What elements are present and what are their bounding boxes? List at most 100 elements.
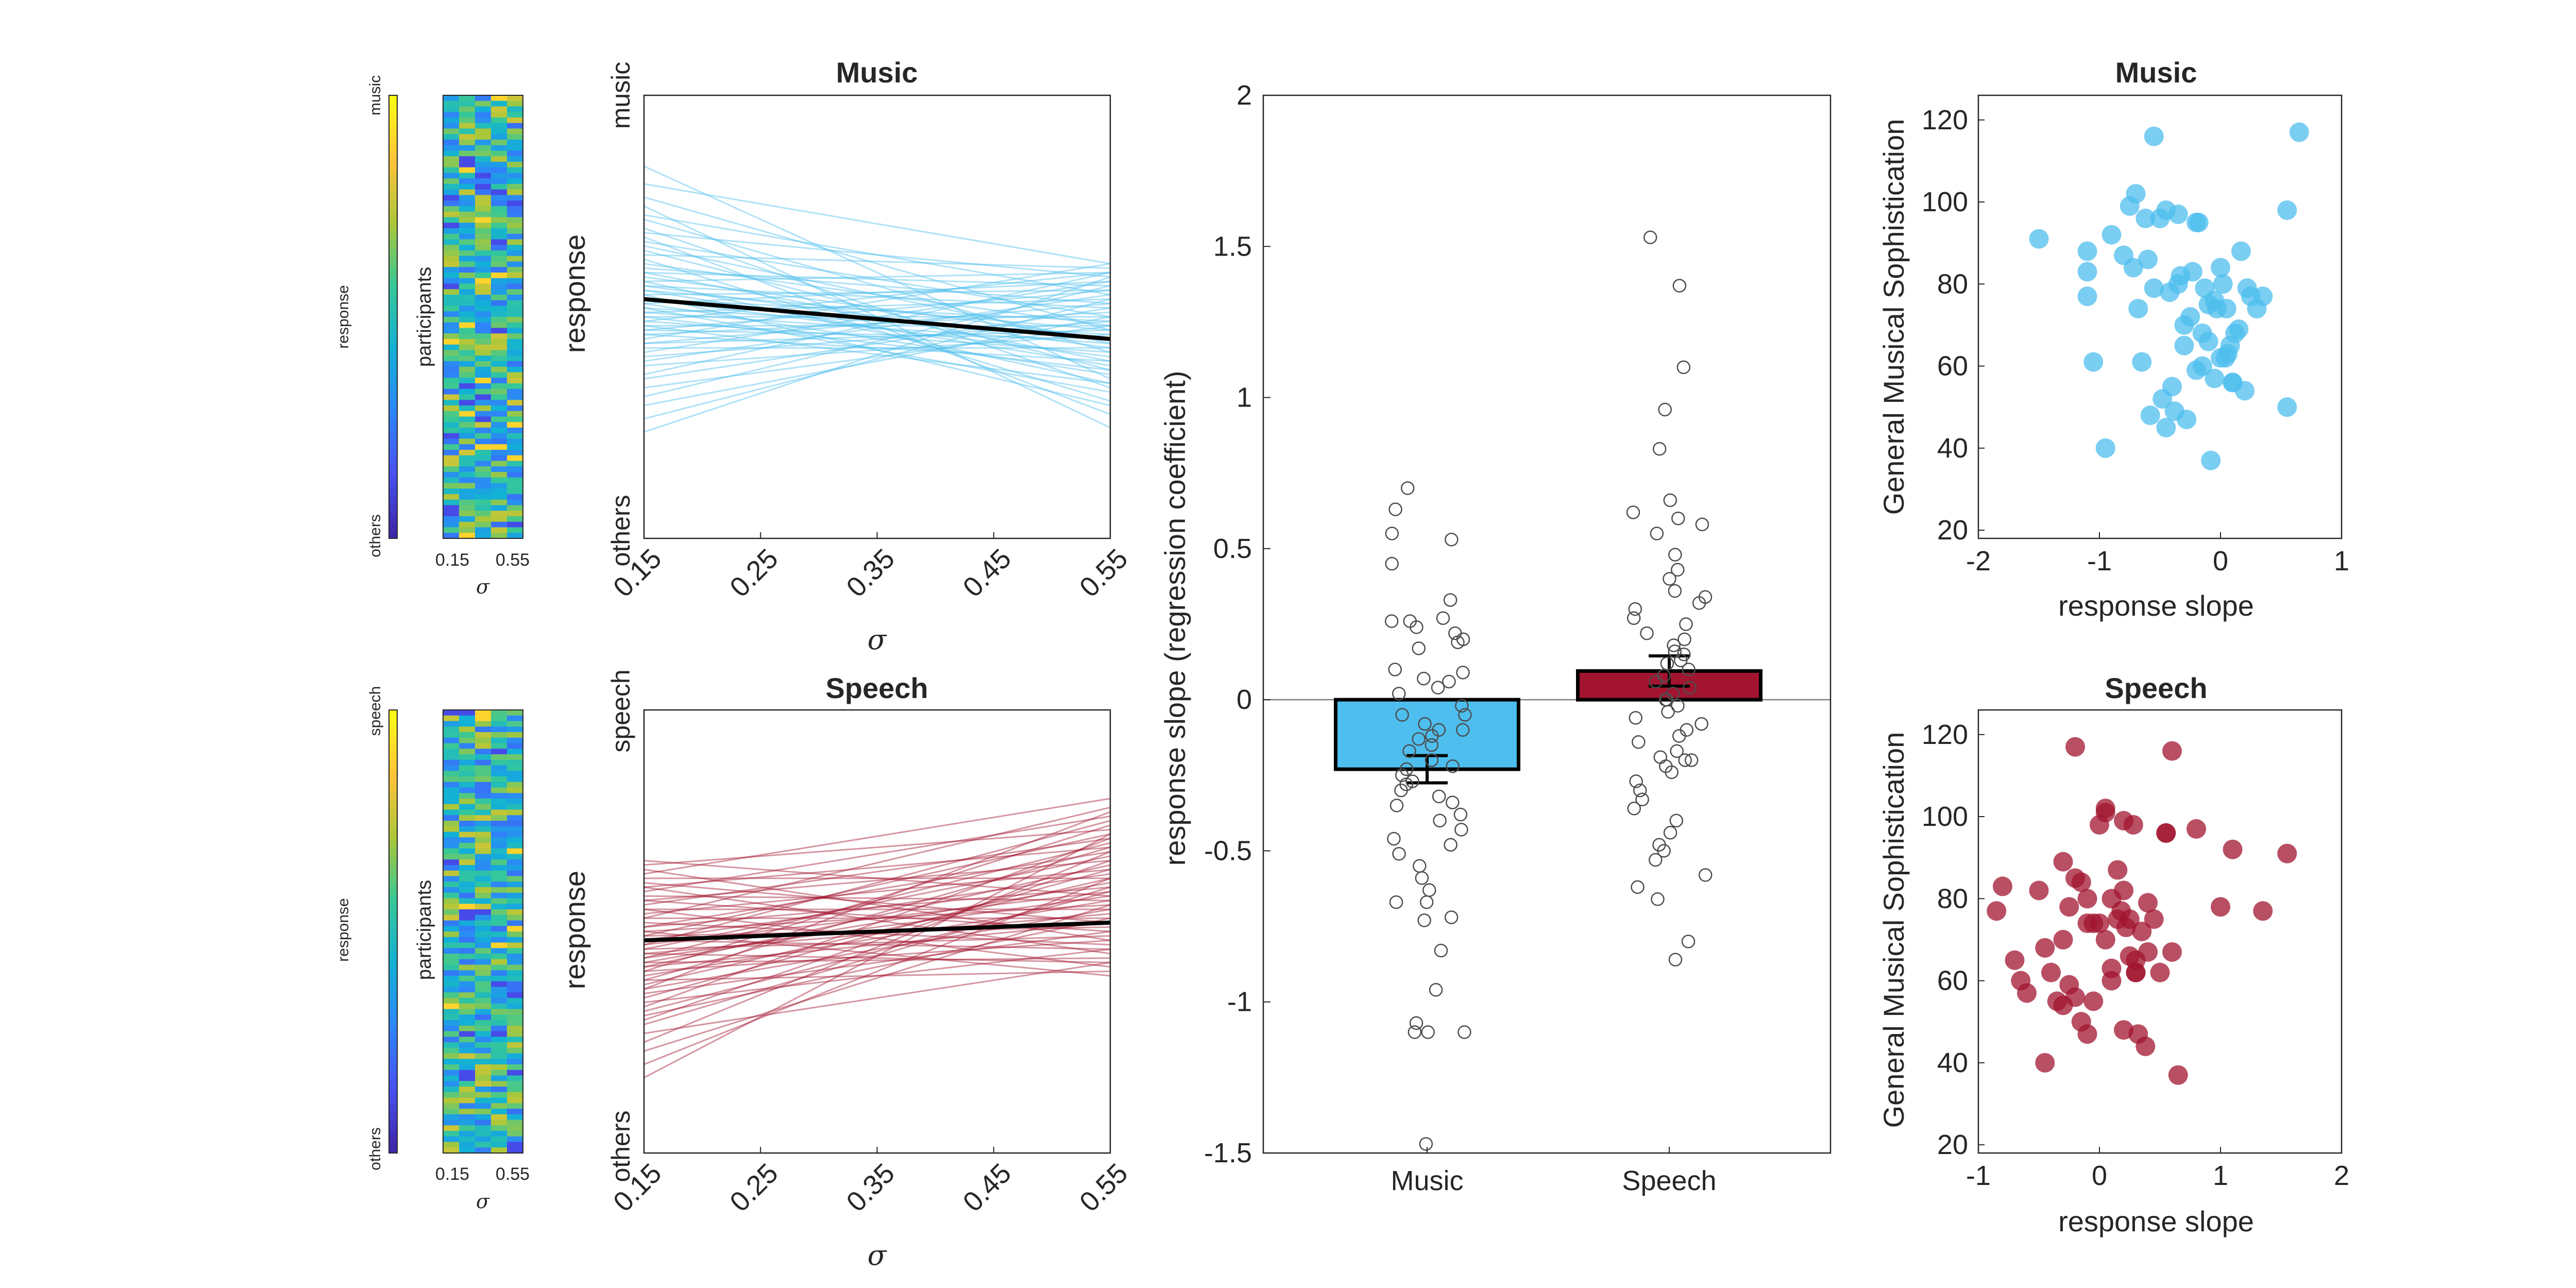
scatter-point bbox=[2083, 352, 2104, 372]
participant-point bbox=[1421, 1025, 1435, 1039]
colorbar-segment bbox=[389, 406, 397, 414]
colorbar-segment bbox=[389, 987, 397, 994]
heatmap-cell bbox=[459, 311, 476, 317]
heatmap-cell bbox=[491, 273, 507, 279]
heatmap-cell bbox=[475, 483, 492, 489]
colorbar-segment bbox=[389, 324, 397, 331]
colorbar-segment bbox=[389, 848, 397, 856]
heatmap-cell bbox=[491, 1075, 507, 1081]
heatmap-cell bbox=[507, 167, 523, 174]
heatmap-cell bbox=[507, 1047, 523, 1054]
heatmap-cell bbox=[491, 1059, 507, 1065]
scatter-point bbox=[2174, 315, 2194, 335]
heatmap-cell bbox=[507, 909, 523, 916]
heatmap-cell bbox=[459, 516, 476, 522]
heatmap-cell bbox=[475, 987, 492, 993]
heatmap-cell bbox=[443, 100, 460, 107]
colorbar-segment bbox=[389, 890, 397, 897]
heatmap-cell bbox=[443, 920, 460, 926]
heatmap-cell bbox=[459, 1147, 476, 1154]
heatmap-cell bbox=[491, 771, 507, 777]
heatmap-cell bbox=[459, 876, 476, 882]
colorbar-segment bbox=[389, 793, 397, 801]
heatmap-cell bbox=[491, 422, 507, 428]
participant-line bbox=[643, 939, 1111, 950]
scatter-point bbox=[2065, 737, 2085, 757]
heatmap-cell bbox=[491, 1031, 507, 1037]
participant-line bbox=[643, 307, 1111, 393]
colorbar-segment bbox=[389, 945, 397, 953]
heatmap-cell bbox=[475, 1125, 492, 1131]
participant-point bbox=[1400, 481, 1415, 495]
heatmap-cell bbox=[491, 223, 507, 229]
participant-point bbox=[1444, 838, 1458, 852]
heatmap-cell bbox=[507, 394, 523, 400]
heatmap-cell bbox=[459, 914, 476, 921]
heatmap-cell bbox=[475, 821, 492, 827]
heatmap-cell bbox=[475, 450, 492, 456]
y-tick-label: 120 bbox=[1922, 105, 1968, 135]
heatmap-cell bbox=[459, 865, 476, 871]
participant-line bbox=[643, 869, 1111, 999]
heatmap-cell bbox=[475, 100, 492, 107]
heatmap-cell bbox=[475, 250, 492, 257]
heatmap-cell bbox=[459, 1031, 476, 1037]
colorbar-segment bbox=[389, 1035, 397, 1043]
participant-line bbox=[643, 218, 1111, 353]
heatmap-cell bbox=[507, 388, 523, 395]
participant-point bbox=[1629, 711, 1643, 725]
participant-line bbox=[643, 837, 1111, 906]
heatmap-cell bbox=[443, 1042, 460, 1048]
heatmap-frame bbox=[443, 709, 523, 1154]
heatmap-cell bbox=[459, 787, 476, 793]
heatmap-cell bbox=[491, 394, 507, 400]
heatmap-cell bbox=[475, 477, 492, 484]
heatmap-cell bbox=[443, 211, 460, 218]
heatmap-cell bbox=[475, 759, 492, 766]
heatmap-cell bbox=[459, 117, 476, 124]
heatmap-cell bbox=[475, 461, 492, 467]
heatmap-cell bbox=[459, 134, 476, 140]
heatmap-xtick-high: 0.55 bbox=[496, 1164, 530, 1184]
heatmap-cell bbox=[507, 317, 523, 323]
heatmap-cell bbox=[475, 405, 492, 412]
participant-point bbox=[1665, 765, 1679, 779]
participant-line bbox=[643, 298, 1111, 420]
chart-title: Speech bbox=[2105, 672, 2207, 704]
heatmap-cell bbox=[491, 378, 507, 384]
heatmap-cell bbox=[459, 799, 476, 805]
participant-line bbox=[643, 833, 1111, 1079]
participant-line bbox=[643, 294, 1111, 362]
heatmap-cell bbox=[507, 100, 523, 107]
heatmap-cell bbox=[507, 516, 523, 522]
participant-line bbox=[643, 254, 1111, 269]
participant-point bbox=[1446, 759, 1460, 773]
heatmap-cell bbox=[475, 931, 492, 938]
mean-fit-line bbox=[643, 920, 1111, 943]
scatter-point bbox=[2156, 418, 2176, 437]
heatmap-cell bbox=[491, 1053, 507, 1059]
heatmap-cell bbox=[491, 477, 507, 484]
colorbar-segment bbox=[389, 448, 397, 456]
colorbar-segment bbox=[389, 330, 397, 338]
heatmap-cell bbox=[459, 289, 476, 295]
colorbar-segment bbox=[389, 365, 397, 373]
heatmap-cell bbox=[491, 505, 507, 511]
participant-line bbox=[643, 859, 1111, 897]
colorbar-segment bbox=[389, 372, 397, 380]
heatmap-cell bbox=[491, 876, 507, 882]
heatmap-cell bbox=[491, 1142, 507, 1148]
participant-point bbox=[1456, 666, 1470, 680]
heatmap-cell bbox=[459, 167, 476, 174]
heatmap-cell bbox=[459, 926, 476, 932]
colorbar-segment bbox=[389, 310, 397, 317]
heatmap-cell bbox=[475, 488, 492, 495]
heatmap-cell bbox=[507, 416, 523, 422]
colorbar-segment bbox=[389, 904, 397, 911]
y-tick-label: 40 bbox=[1937, 433, 1968, 464]
heatmap-cell bbox=[491, 799, 507, 805]
heatmap-cell bbox=[459, 400, 476, 406]
colorbar-segment bbox=[389, 476, 397, 484]
colorbar-segment bbox=[389, 185, 397, 193]
x-tick-label: 2 bbox=[2334, 1160, 2349, 1191]
